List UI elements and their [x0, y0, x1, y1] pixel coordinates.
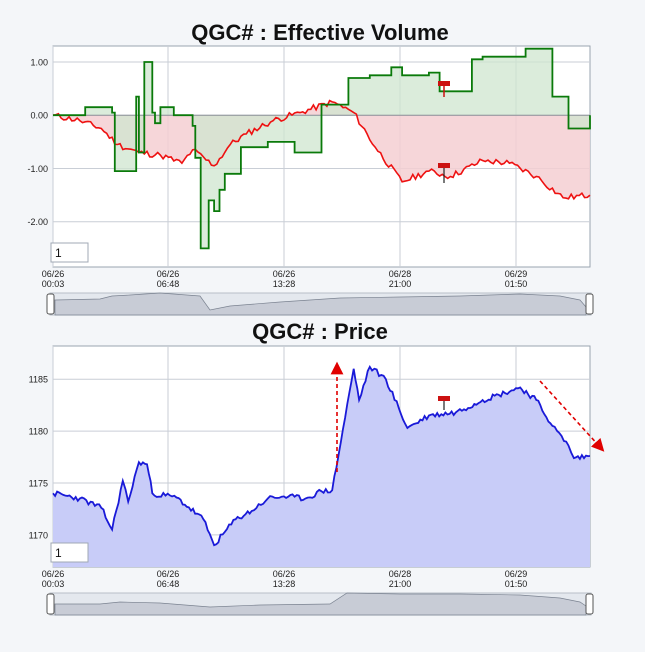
- x-tick-time: 01:50: [505, 579, 528, 589]
- green-series-line: [53, 47, 591, 250]
- price-fill: [53, 366, 590, 567]
- x-tick-time: 00:03: [42, 579, 65, 589]
- effective-volume-scroll-left-handle[interactable]: [46, 293, 55, 315]
- x-tick-time: 13:28: [273, 279, 296, 289]
- effective-volume-scrollbar[interactable]: [46, 292, 594, 316]
- x-tick-date: 06/28: [389, 269, 412, 279]
- price-scroll-right-handle[interactable]: [585, 593, 594, 615]
- x-tick-date: 06/29: [505, 269, 528, 279]
- x-tick-date: 06/26: [42, 569, 65, 579]
- price-scrollbar[interactable]: [46, 592, 594, 616]
- price-step-value: 1: [55, 546, 62, 560]
- x-tick-date: 06/29: [505, 569, 528, 579]
- price-marker: [438, 396, 450, 410]
- effective-volume-marker-2: [438, 163, 450, 183]
- x-tick-date: 06/26: [157, 269, 180, 279]
- effective-volume-lines: [52, 47, 591, 250]
- effective-volume-chart: QGC# : Effective Volume 1.00 0.00 -1.00 -2.…: [27, 20, 594, 316]
- price-down-arrow: [539, 380, 605, 452]
- y-tick-label: -2.00: [27, 217, 48, 227]
- x-tick-date: 06/28: [389, 569, 412, 579]
- x-tick-time: 06:48: [157, 279, 180, 289]
- effective-volume-title: QGC# : Effective Volume: [191, 20, 449, 45]
- y-tick-label: 1170: [29, 530, 48, 540]
- price-x-axis: 06/2600:0306/2606:4806/2613:2806/2821:00…: [42, 569, 528, 589]
- x-tick-time: 21:00: [389, 279, 412, 289]
- price-area-fill: [53, 366, 590, 567]
- effective-volume-step-value: 1: [55, 246, 62, 260]
- y-tick-label: 0.00: [30, 111, 48, 121]
- x-tick-date: 06/26: [273, 269, 296, 279]
- y-tick-label: 1175: [29, 478, 48, 488]
- effective-volume-marker-1: [438, 81, 450, 97]
- x-tick-date: 06/26: [157, 569, 180, 579]
- price-line: [52, 364, 591, 547]
- x-tick-time: 13:28: [273, 579, 296, 589]
- y-tick-label: -1.00: [27, 164, 48, 174]
- effective-volume-step-input[interactable]: 1: [50, 242, 89, 263]
- price-scroll-left-handle[interactable]: [46, 593, 55, 615]
- price-title: QGC# : Price: [252, 319, 388, 344]
- red-series-fill: [53, 100, 590, 199]
- x-tick-time: 21:00: [389, 579, 412, 589]
- x-tick-time: 01:50: [505, 279, 528, 289]
- effective-volume-x-axis: 06/2600:0306/2606:4806/2613:2806/2821:00…: [42, 269, 528, 289]
- x-tick-time: 00:03: [42, 279, 65, 289]
- price-y-axis: 1185 1180 1175 1170: [29, 375, 48, 541]
- y-tick-label: 1.00: [30, 57, 48, 67]
- y-tick-label: 1180: [29, 427, 48, 437]
- price-lines: [52, 364, 591, 547]
- x-tick-date: 06/26: [42, 269, 65, 279]
- effective-volume-y-axis: 1.00 0.00 -1.00 -2.00: [27, 57, 48, 227]
- effective-volume-scroll-right-handle[interactable]: [585, 293, 594, 315]
- x-tick-time: 06:48: [157, 579, 180, 589]
- y-tick-label: 1185: [29, 375, 48, 385]
- price-step-input[interactable]: 1: [50, 542, 89, 563]
- x-tick-date: 06/26: [273, 569, 296, 579]
